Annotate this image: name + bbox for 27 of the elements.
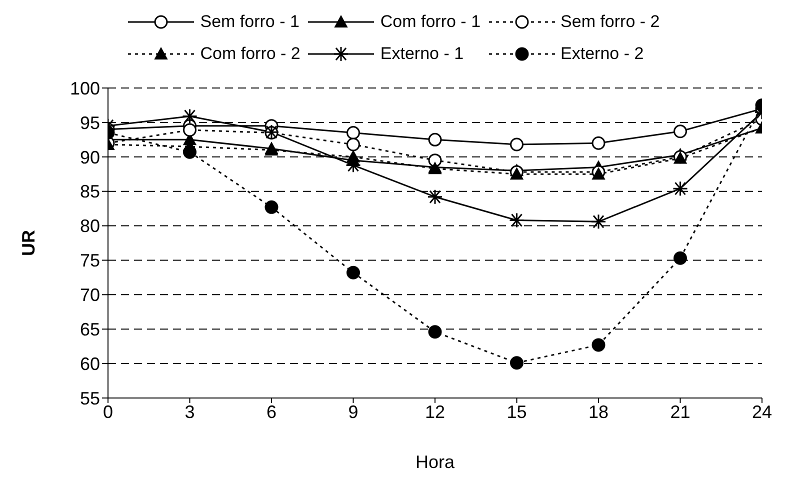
x-tick-label: 3 (184, 402, 195, 422)
x-axis-title: Hora (415, 452, 456, 472)
y-tick-label: 75 (80, 250, 100, 271)
y-tick-label: 65 (80, 320, 100, 340)
y-tick-label: 100 (70, 78, 100, 98)
y-tick-label: 60 (80, 354, 100, 374)
legend-label: Sem forro - 2 (560, 12, 660, 32)
y-tick-label: 95 (80, 112, 100, 133)
y-tick-label: 70 (80, 285, 100, 306)
y-axis-title: UR (18, 230, 38, 256)
y-tick-label: 90 (80, 147, 100, 168)
y-tick-label: 85 (80, 182, 100, 202)
x-tick-label: 18 (588, 402, 609, 422)
legend-label: Com forro - 2 (200, 44, 300, 64)
legend-label: Com forro - 1 (380, 12, 481, 32)
legend-label: Sem forro - 1 (200, 12, 300, 32)
x-tick-label: 12 (424, 402, 446, 422)
legend-label: Externo - 2 (560, 44, 644, 64)
legend-label: Externo - 1 (380, 44, 464, 64)
y-tick-label: 55 (80, 388, 100, 408)
x-tick-label: 0 (102, 402, 114, 422)
x-tick-label: 21 (670, 402, 690, 422)
x-tick-label: 9 (348, 402, 358, 422)
y-tick-label: 80 (80, 216, 100, 236)
x-tick-label: 15 (506, 402, 527, 422)
x-tick-label: 6 (266, 402, 277, 422)
x-tick-label: 24 (752, 402, 772, 422)
